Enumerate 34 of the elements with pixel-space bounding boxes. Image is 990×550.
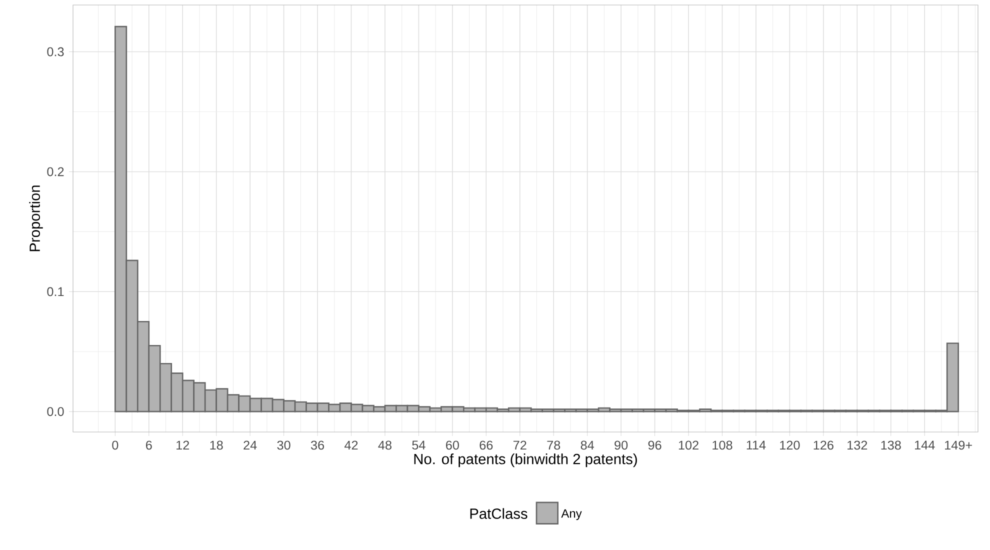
x-tick-label: 60 bbox=[446, 440, 459, 450]
y-tick-label: 0.3 bbox=[47, 47, 64, 56]
x-tick-label: 132 bbox=[848, 440, 868, 450]
x-tick-label: 18 bbox=[210, 440, 223, 450]
x-tick-label: 36 bbox=[310, 440, 324, 450]
y-tick-label: 0.1 bbox=[47, 287, 64, 296]
x-axis-title: No. of patents (binwidth 2 patents) bbox=[414, 453, 637, 468]
x-tick-label: 0 bbox=[112, 440, 118, 450]
legend-title: PatClass bbox=[470, 508, 528, 519]
x-tick-label: 66 bbox=[480, 440, 493, 450]
x-tick-label: 12 bbox=[176, 440, 190, 450]
x-tick-label: 72 bbox=[513, 440, 526, 450]
x-tick-label: 149+ bbox=[945, 440, 972, 450]
y-tick-label: 0.2 bbox=[47, 167, 64, 176]
x-tick-label: 6 bbox=[146, 440, 152, 450]
x-tick-label: 138 bbox=[881, 440, 901, 450]
x-tick-label: 90 bbox=[614, 440, 628, 450]
x-tick-label: 120 bbox=[780, 440, 800, 450]
x-tick-label: 96 bbox=[648, 440, 662, 450]
y-tick-label: 0.0 bbox=[47, 407, 64, 416]
x-tick-label: 84 bbox=[580, 440, 594, 450]
x-tick-label: 78 bbox=[547, 440, 560, 450]
x-tick-label: 42 bbox=[344, 440, 358, 450]
x-tick-label: 102 bbox=[678, 440, 698, 450]
x-tick-label: 108 bbox=[712, 440, 732, 450]
y-axis-title: Proportion bbox=[29, 186, 43, 252]
x-tick-label: 114 bbox=[746, 440, 766, 450]
x-tick-label: 54 bbox=[412, 440, 426, 450]
x-tick-label: 30 bbox=[277, 440, 290, 450]
x-tick-label: 126 bbox=[814, 440, 834, 450]
x-tick-label: 24 bbox=[244, 440, 257, 450]
legend-label: Any bbox=[561, 509, 582, 520]
x-tick-label: 144 bbox=[914, 440, 935, 450]
x-tick-label: 48 bbox=[378, 440, 392, 450]
